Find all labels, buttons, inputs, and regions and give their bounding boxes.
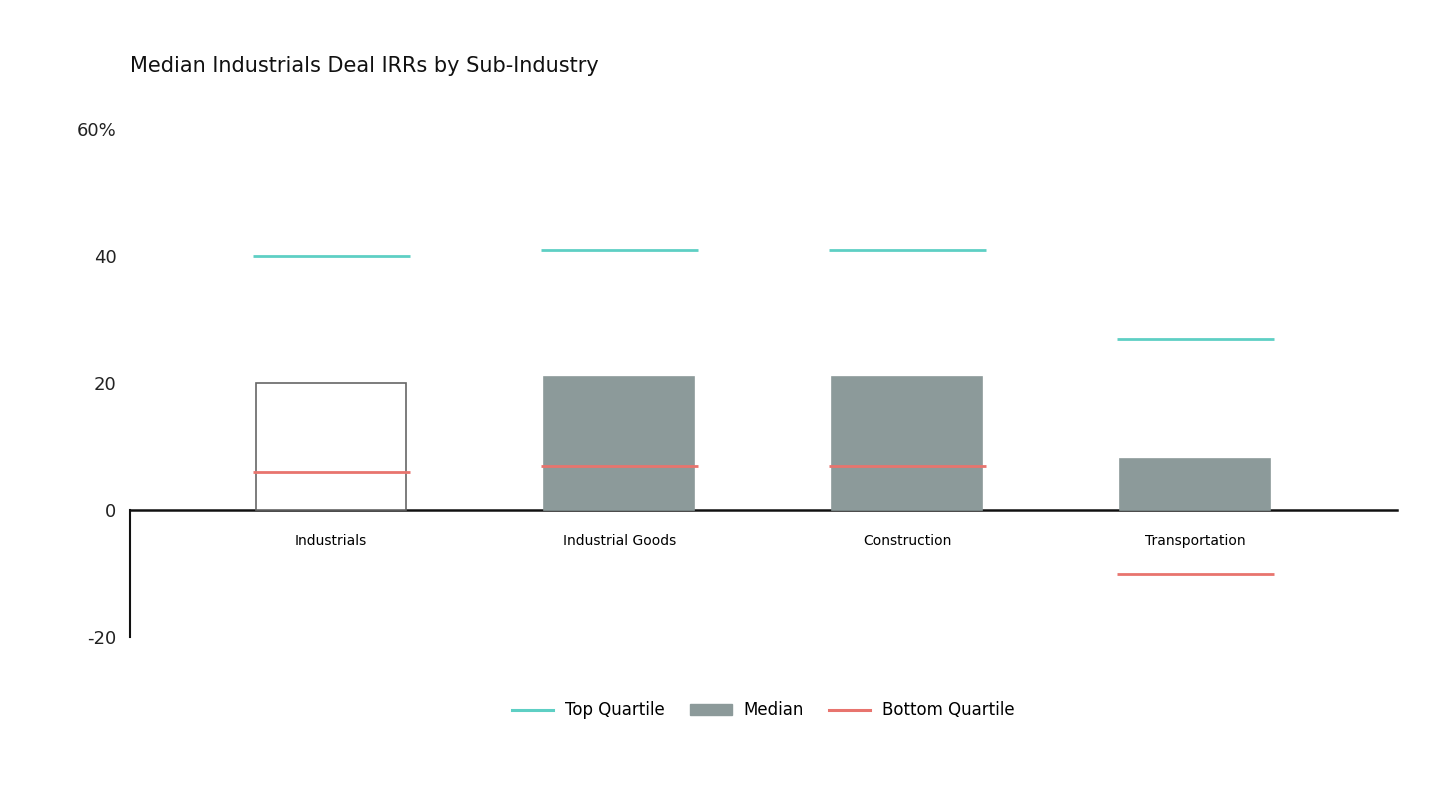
Bar bbox=[832, 377, 982, 510]
Bar bbox=[256, 383, 406, 510]
Bar bbox=[1120, 459, 1270, 510]
Text: Median Industrials Deal IRRs by Sub-Industry: Median Industrials Deal IRRs by Sub-Indu… bbox=[130, 56, 599, 76]
Legend: Top Quartile, Median, Bottom Quartile: Top Quartile, Median, Bottom Quartile bbox=[505, 695, 1021, 726]
Bar bbox=[544, 377, 694, 510]
